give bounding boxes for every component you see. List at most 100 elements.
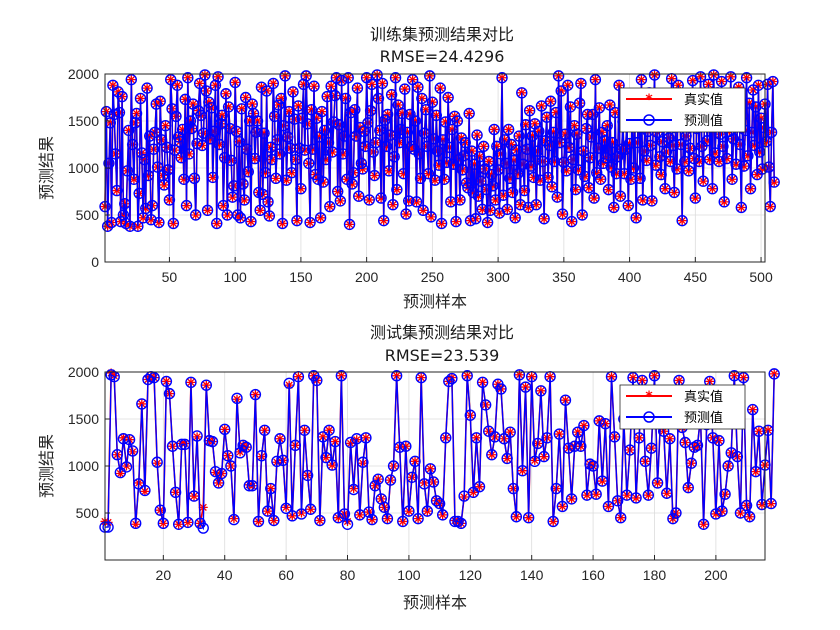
test-pred-point — [369, 480, 381, 492]
test-pred-point — [381, 512, 394, 525]
test-pred-point — [246, 480, 259, 492]
test-pred-point — [185, 376, 197, 389]
test-pred-point — [176, 438, 188, 451]
train-pred-point — [318, 124, 331, 137]
test-true-point — [131, 519, 141, 529]
train-pred-point — [276, 217, 289, 230]
test-pred-point — [664, 433, 676, 445]
train-pred-point — [182, 72, 194, 84]
test-pred-point — [747, 403, 759, 416]
train-pred-point — [224, 122, 236, 135]
test-pred-point — [624, 444, 636, 456]
train-pred-point — [634, 172, 646, 185]
test-pred-point — [148, 371, 160, 384]
test-pred-point — [255, 449, 268, 462]
train-pred-point — [451, 115, 464, 127]
test-pred-point — [344, 436, 357, 449]
test-pred-point — [550, 482, 562, 495]
test-pred-point — [289, 439, 302, 452]
train-pred-point — [267, 77, 279, 90]
train-pred-point — [439, 116, 452, 128]
test-pred-point — [768, 368, 780, 380]
train-pred-point — [656, 135, 669, 148]
train-y-tick-label: 0 — [91, 254, 99, 270]
train-pred-point — [384, 129, 396, 141]
train-pred-point — [684, 142, 696, 154]
train-pred-point — [517, 158, 529, 170]
train-pred-point — [171, 79, 184, 91]
test-pred-point — [323, 424, 335, 436]
train-pred-point — [668, 186, 680, 199]
train-pred-point — [282, 131, 294, 143]
train-pred-point — [450, 215, 462, 228]
train-pred-point — [374, 124, 386, 137]
train-pred-point — [544, 95, 557, 107]
test-pred-point — [433, 497, 446, 510]
train-pred-point — [272, 99, 285, 111]
test-pred-point — [200, 379, 213, 391]
train-pred-point — [701, 135, 713, 147]
train-pred-point — [283, 105, 295, 118]
train-title: 训练集预测结果对比 — [370, 25, 514, 44]
train-pred-point — [434, 82, 446, 94]
train-pred-point — [592, 142, 604, 154]
test-pred-point — [225, 460, 237, 472]
train-pred-point — [563, 141, 575, 154]
train-pred-point — [418, 127, 431, 139]
test-pred-point — [390, 370, 403, 382]
test-pred-point — [283, 377, 295, 389]
test-pred-point — [136, 398, 148, 410]
train-pred-point — [604, 99, 616, 111]
test-pred-point — [510, 511, 523, 523]
train-pred-point — [646, 195, 658, 207]
train-pred-point — [250, 126, 262, 138]
train-legend-asterisk-icon: * — [645, 92, 653, 108]
test-subplot: 测试集预测结果对比 RMSE=23.539 20 40 60 80 100 120 140 1… — [37, 323, 780, 612]
train-pred-point — [600, 151, 612, 164]
test-pred-point — [268, 514, 280, 527]
train-pred-point — [303, 157, 315, 170]
train-pred-point — [372, 92, 385, 105]
test-x-tick-label: 40 — [217, 567, 233, 583]
train-pred-point — [689, 192, 702, 204]
train-y-tick-label: 1000 — [68, 160, 99, 176]
train-pred-point — [278, 119, 290, 132]
test-rmse-subtitle: RMSE=23.539 — [385, 346, 500, 365]
test-pred-point — [102, 521, 114, 533]
train-pred-point — [571, 128, 583, 140]
train-pred-point — [295, 182, 307, 195]
test-pred-point — [360, 432, 372, 444]
train-pred-point — [456, 164, 469, 176]
test-pred-point — [252, 515, 265, 528]
train-pred-point — [513, 130, 525, 142]
test-pred-point — [243, 480, 255, 492]
train-pred-point — [188, 172, 201, 185]
train-x-axis-label: 预测样本 — [403, 292, 467, 311]
test-x-axis-label: 预测样本 — [403, 593, 467, 612]
test-pred-point — [440, 432, 452, 444]
train-pred-point — [715, 75, 728, 88]
train-pred-point — [234, 212, 247, 224]
test-pred-point — [562, 442, 575, 454]
test-pred-point — [443, 375, 455, 388]
test-pred-point — [547, 515, 559, 528]
train-pred-point — [671, 163, 683, 175]
train-pred-point — [694, 71, 707, 83]
train-pred-point — [284, 142, 297, 154]
test-pred-point — [716, 505, 728, 517]
test-pred-point — [449, 515, 461, 528]
train-pred-point — [375, 192, 387, 204]
test-pred-point — [470, 432, 483, 444]
train-pred-point — [463, 107, 475, 120]
train-pred-point — [141, 82, 153, 94]
test-pred-point — [516, 465, 529, 477]
train-pred-point — [619, 143, 632, 155]
train-pred-point — [391, 183, 403, 196]
train-pred-point — [275, 92, 287, 105]
train-pred-point — [713, 155, 725, 168]
train-pred-point — [708, 69, 720, 81]
train-pred-point — [116, 90, 128, 103]
test-pred-point — [320, 451, 332, 464]
test-pred-point — [535, 385, 547, 397]
